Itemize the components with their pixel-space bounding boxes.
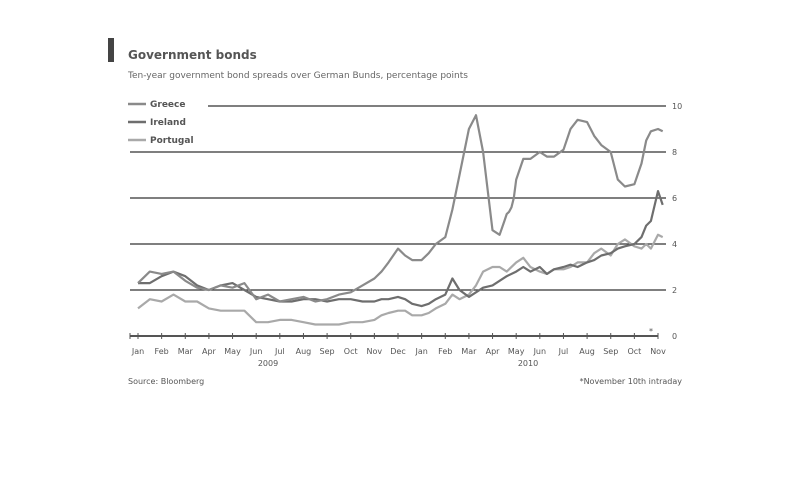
x-tick-label: Oct <box>344 347 358 356</box>
chart-title: Government bonds <box>128 48 257 62</box>
x-tick-label: Apr <box>486 347 501 356</box>
y-tick-label: 4 <box>672 240 677 249</box>
x-tick-label: Oct <box>627 347 641 356</box>
x-tick-label: Dec <box>390 347 405 356</box>
end-marker: * <box>649 327 653 336</box>
x-tick-label: Sep <box>320 347 335 356</box>
gridlines <box>130 105 666 291</box>
legend-label-portugal: Portugal <box>150 136 194 146</box>
x-axis: Jan Feb Mar Apr May Jun Jul Aug Sep Oct Nov Dec Jan F… <box>129 333 666 368</box>
series-line-portugal <box>137 233 664 326</box>
y-tick-label: 6 <box>672 194 677 203</box>
footnote: *November 10th intraday <box>580 377 683 386</box>
x-tick-label: Aug <box>579 347 595 356</box>
source-note: Source: Bloomberg <box>128 377 204 386</box>
series-lines <box>137 114 664 326</box>
legend: Greece Ireland Portugal <box>128 100 194 146</box>
legend-label-greece: Greece <box>150 100 185 110</box>
x-tick-label: Feb <box>155 347 169 356</box>
title-accent-bar <box>108 38 114 62</box>
x-tick-label: Apr <box>202 347 217 356</box>
x-tick-label: Jun <box>533 347 547 356</box>
series-line-greece <box>137 114 664 303</box>
series-line-ireland <box>138 190 664 308</box>
x-tick-label: Aug <box>296 347 312 356</box>
y-tick-label: 10 <box>672 102 682 111</box>
x-tick-label: Sep <box>603 347 618 356</box>
y-tick-label: 2 <box>672 286 677 295</box>
x-tick-label: Mar <box>178 347 194 356</box>
y-tick-label: 8 <box>672 148 677 157</box>
y-axis-ticks: 0 2 4 6 8 10 <box>672 102 682 341</box>
legend-label-ireland: Ireland <box>150 118 186 128</box>
x-tick-label: Jan <box>131 347 144 356</box>
x-tick-label: Feb <box>438 347 452 356</box>
x-tick-label: Jul <box>558 347 569 356</box>
x-tick-label: Mar <box>461 347 477 356</box>
x-tick-label: Jun <box>249 347 263 356</box>
x-tick-label: May <box>224 347 241 356</box>
x-tick-label: Nov <box>650 347 666 356</box>
x-tick-label: Jul <box>274 347 285 356</box>
x-year-label: 2010 <box>518 359 538 368</box>
y-tick-label: 0 <box>672 332 677 341</box>
chart-subtitle: Ten-year government bond spreads over Ge… <box>127 71 468 81</box>
x-tick-label: May <box>508 347 525 356</box>
x-tick-label: Jan <box>414 347 427 356</box>
x-year-label: 2009 <box>258 359 278 368</box>
x-tick-label: Nov <box>367 347 383 356</box>
